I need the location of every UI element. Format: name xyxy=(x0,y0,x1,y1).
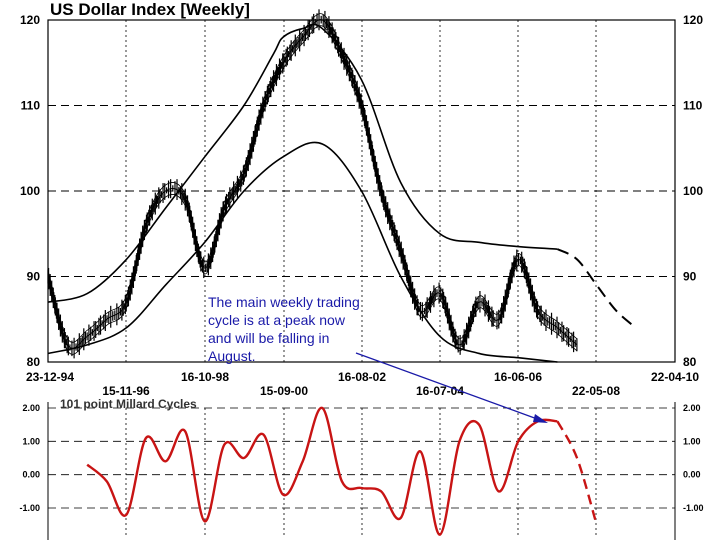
x-tick-label: 16-10-98 xyxy=(181,370,229,384)
cycle-y-tick-label-left: 2.00 xyxy=(22,403,40,413)
cycle-y-tick-label-right: 1.00 xyxy=(683,436,701,446)
cycle-line xyxy=(86,406,558,536)
main-y-tick-label-left: 100 xyxy=(20,184,40,198)
x-tick-label: 22-05-08 xyxy=(572,384,620,398)
annotation-line-4: August. xyxy=(208,348,255,364)
cycle-y-tick-label-left: 1.00 xyxy=(22,436,40,446)
series-layer xyxy=(47,9,637,536)
x-tick-label: 23-12-94 xyxy=(26,370,74,384)
x-tick-label: 15-09-00 xyxy=(260,384,308,398)
x-tick-label: 16-08-02 xyxy=(338,370,386,384)
cycle-y-tick-label-right: -1.00 xyxy=(683,503,704,513)
main-chart-title: US Dollar Index [Weekly] xyxy=(50,0,250,19)
upper-envelope-line xyxy=(47,23,558,303)
x-tick-label: 22-04-10 xyxy=(651,370,699,384)
main-projection-line xyxy=(556,248,637,329)
cycle-y-tick-label-right: 2.00 xyxy=(683,403,701,413)
main-plot-frame xyxy=(47,19,676,363)
annotation-line-1: The main weekly trading xyxy=(208,294,360,310)
annotation-line-3: and will be falling in xyxy=(208,330,329,346)
main-y-tick-label-right: 90 xyxy=(683,270,697,284)
main-y-tick-label-right: 120 xyxy=(683,13,703,27)
annotation-arrow-line xyxy=(355,352,541,421)
main-y-tick-label-right: 100 xyxy=(683,184,703,198)
main-y-tick-label-right: 80 xyxy=(683,355,697,369)
x-tick-label: 16-06-06 xyxy=(494,370,542,384)
main-y-tick-label-left: 90 xyxy=(27,270,41,284)
x-tick-label: 16-07-04 xyxy=(416,384,464,398)
cycle-projection-line xyxy=(556,420,598,526)
annotation-line-2: cycle is at a peak now xyxy=(208,312,346,328)
main-y-tick-label-left: 120 xyxy=(20,13,40,27)
label-layer: 80 80 90 90 100 100 110 110 120 120 23-12-94 15-11-… xyxy=(19,13,703,513)
x-tick-label: 15-11-96 xyxy=(102,384,150,398)
inner-band-upper xyxy=(47,13,578,343)
annotation-arrow-head xyxy=(533,414,548,423)
cycle-y-tick-label-left: -1.00 xyxy=(19,503,40,513)
cycle-y-tick-label-left: 0.00 xyxy=(22,470,40,480)
frame-layer xyxy=(47,19,676,540)
annotation-box: The main weekly trading cycle is at a pe… xyxy=(208,294,360,364)
main-y-tick-label-left: 110 xyxy=(21,99,41,113)
annotation-arrow xyxy=(355,352,548,423)
lower-envelope-line xyxy=(47,141,558,363)
main-y-tick-label-left: 80 xyxy=(27,355,41,369)
inner-band-lower xyxy=(47,25,578,355)
main-y-tick-label-right: 110 xyxy=(683,99,703,113)
cycle-chart-title: 101 point Millard Cycles xyxy=(60,397,197,411)
cycle-y-tick-label-right: 0.00 xyxy=(683,470,701,480)
